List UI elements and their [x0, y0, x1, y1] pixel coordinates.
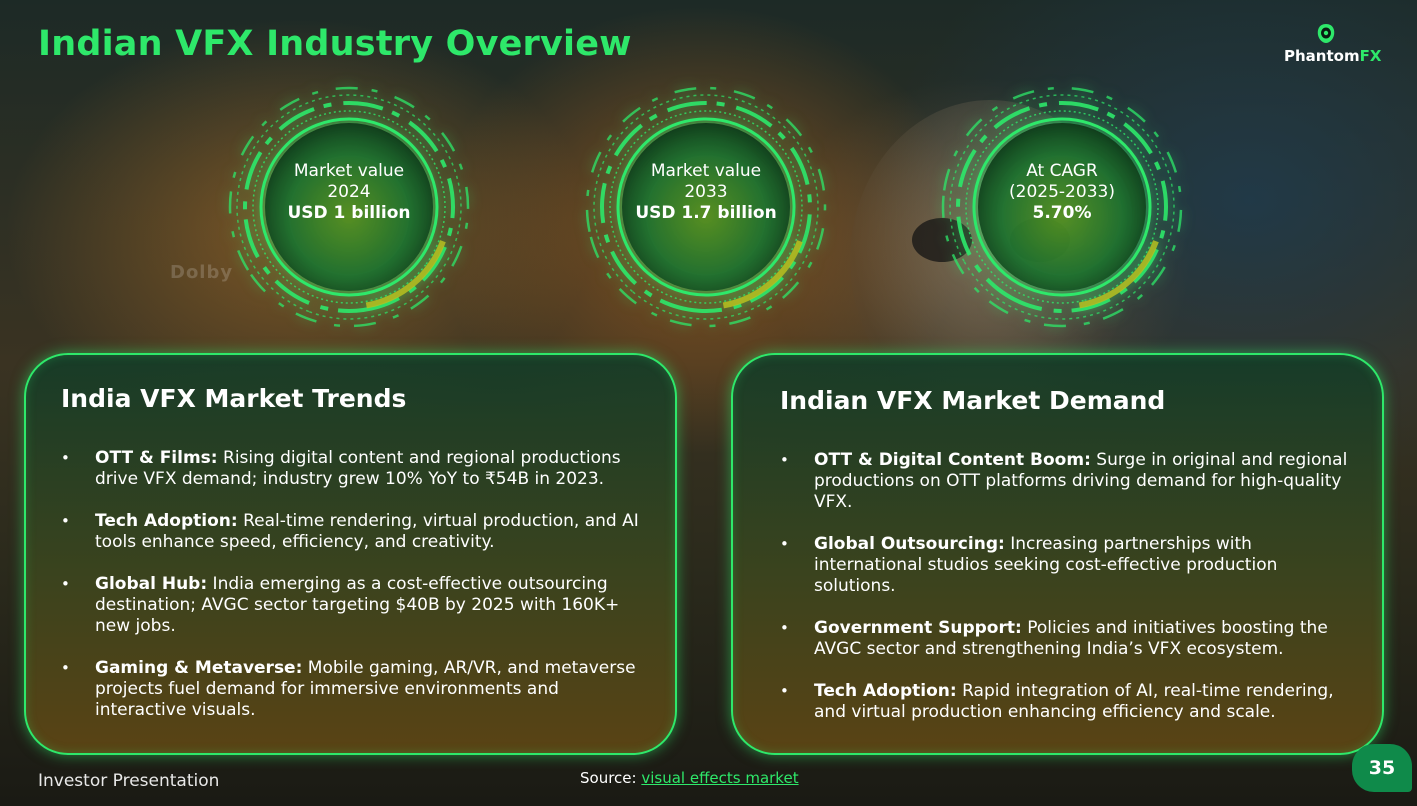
background-watermark: Dolby	[170, 262, 234, 283]
source-note: Source: visual effects market	[580, 769, 799, 787]
ring-accent-arc	[365, 240, 446, 309]
list-item: Global Hub: India emerging as a cost-eff…	[61, 574, 651, 637]
ring-stroke	[236, 94, 462, 320]
stat-line1: At CAGR	[1026, 160, 1098, 181]
stat-value: 5.70%	[1032, 202, 1092, 223]
stat-ring-market-2024: Market value 2024 USD 1 billion	[224, 82, 474, 332]
phantom-logo-icon	[1317, 24, 1335, 43]
bullet-label: Tech Adoption:	[95, 511, 238, 531]
source-link[interactable]: visual effects market	[641, 769, 799, 787]
stat-text: At CAGR (2025-2033) 5.70%	[937, 82, 1187, 332]
ring-stroke	[585, 86, 827, 328]
stat-line2: 2033	[684, 181, 728, 202]
ring-stroke	[600, 101, 812, 313]
ring-fill	[265, 123, 433, 291]
list-item: Gaming & Metaverse: Mobile gaming, AR/VR…	[61, 658, 651, 721]
bullet-label: Government Support:	[814, 618, 1022, 638]
list-item: Tech Adoption: Real-time rendering, virt…	[61, 511, 651, 553]
bullet-text: India emerging as a cost-effective outso…	[95, 574, 620, 636]
phantomfx-logo: PhantomFX	[1282, 22, 1392, 68]
bullet-text: Rapid integration of AI, real-time rende…	[814, 681, 1334, 722]
ring-stroke	[243, 101, 455, 313]
bullet-text: Policies and initiatives boosting the AV…	[814, 618, 1328, 659]
stat-text: Market value 2024 USD 1 billion	[224, 82, 474, 332]
stat-value: USD 1 billion	[287, 202, 411, 223]
footer-label: Investor Presentation	[38, 771, 220, 791]
bullet-label: OTT & Digital Content Boom:	[814, 450, 1091, 470]
ring-accent-arc	[722, 240, 803, 309]
ring-decoration	[585, 86, 827, 328]
bullet-label: Global Outsourcing:	[814, 534, 1005, 554]
list-item: OTT & Films: Rising digital content and …	[61, 448, 651, 490]
stat-line1: Market value	[293, 160, 405, 181]
bullet-label: Gaming & Metaverse:	[95, 658, 303, 678]
trends-heading: India VFX Market Trends	[61, 384, 407, 413]
stat-line2: 2024	[327, 181, 371, 202]
bullet-label: Global Hub:	[95, 574, 208, 594]
ring-decoration	[228, 86, 470, 328]
stat-text: Market value 2033 USD 1.7 billion	[581, 82, 831, 332]
ring-stroke	[609, 110, 803, 304]
logo-text: PhantomFX	[1284, 47, 1381, 65]
bullet-label: Tech Adoption:	[814, 681, 957, 701]
stat-line1: Market value	[650, 160, 762, 181]
ring-fill	[978, 123, 1146, 291]
ring-stroke	[593, 94, 819, 320]
demand-heading: Indian VFX Market Demand	[780, 386, 1166, 415]
ring-decoration	[941, 86, 1183, 328]
ring-stroke	[949, 94, 1175, 320]
stat-line2: (2025-2033)	[1009, 181, 1115, 202]
trends-list: OTT & Films: Rising digital content and …	[61, 448, 651, 742]
ring-stroke	[616, 117, 796, 297]
ring-fill	[622, 123, 790, 291]
ring-stroke	[259, 117, 439, 297]
page-title: Indian VFX Industry Overview	[38, 24, 632, 64]
bullet-text: Real-time rendering, virtual production,…	[95, 511, 639, 552]
ring-stroke	[228, 86, 470, 328]
page-number-badge: 35	[1352, 744, 1412, 792]
list-item: Tech Adoption: Rapid integration of AI, …	[780, 681, 1350, 723]
source-label: Source:	[580, 769, 642, 787]
bullet-label: OTT & Films:	[95, 448, 218, 468]
list-item: Government Support: Policies and initiat…	[780, 618, 1350, 660]
bullet-text: Mobile gaming, AR/VR, and metaverse proj…	[95, 658, 636, 720]
demand-list: OTT & Digital Content Boom: Surge in ori…	[780, 450, 1350, 744]
ring-stroke	[972, 117, 1152, 297]
bullet-text: Increasing partnerships with internation…	[814, 534, 1278, 596]
logo-text-main: Phantom	[1284, 47, 1360, 65]
ring-accent-arc	[1078, 240, 1159, 309]
ring-stroke	[956, 101, 1168, 313]
stat-ring-cagr: At CAGR (2025-2033) 5.70%	[937, 82, 1187, 332]
stat-ring-market-2033: Market value 2033 USD 1.7 billion	[581, 82, 831, 332]
bullet-text: Rising digital content and regional prod…	[95, 448, 621, 489]
bullet-text: Surge in original and regional productio…	[814, 450, 1348, 512]
ring-stroke	[941, 86, 1183, 328]
stat-value: USD 1.7 billion	[635, 202, 777, 223]
list-item: Global Outsourcing: Increasing partnersh…	[780, 534, 1350, 597]
list-item: OTT & Digital Content Boom: Surge in ori…	[780, 450, 1350, 513]
logo-text-accent: FX	[1359, 47, 1382, 65]
